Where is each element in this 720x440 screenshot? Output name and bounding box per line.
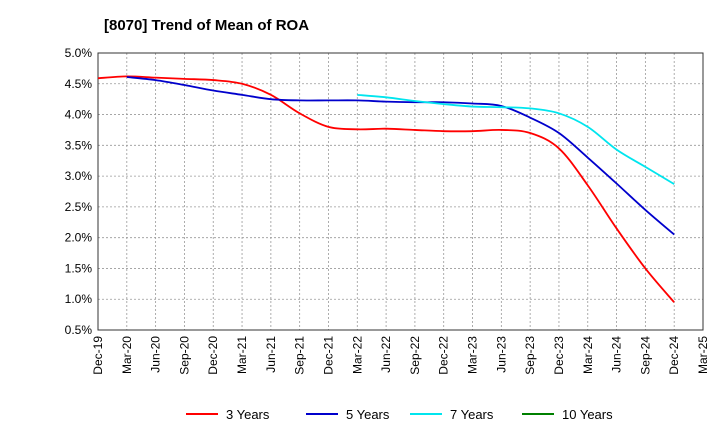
x-tick-label: Mar-22 bbox=[350, 336, 364, 374]
x-tick-label: Dec-23 bbox=[552, 336, 566, 375]
legend-label-5-years: 5 Years bbox=[346, 407, 390, 422]
x-tick-label: Jun-20 bbox=[149, 336, 163, 373]
plot-background bbox=[98, 53, 703, 330]
legend-label-10-years: 10 Years bbox=[562, 407, 613, 422]
x-tick-label: Mar-25 bbox=[696, 336, 710, 374]
y-tick-label: 2.0% bbox=[65, 231, 93, 245]
x-tick-label: Jun-22 bbox=[379, 336, 393, 373]
x-tick-label: Dec-22 bbox=[437, 336, 451, 375]
series-line-5-years bbox=[126, 76, 675, 236]
x-tick-label: Mar-20 bbox=[120, 336, 134, 374]
x-tick-label: Jun-24 bbox=[610, 336, 624, 373]
x-tick-label: Mar-23 bbox=[466, 336, 480, 374]
x-tick-label: Dec-20 bbox=[206, 336, 220, 375]
x-tick-label: Mar-21 bbox=[235, 336, 249, 374]
legend: 3 Years 5 Years 7 Years 10 Years bbox=[186, 407, 613, 422]
legend-label-7-years: 7 Years bbox=[450, 407, 494, 422]
x-tick-label: Sep-23 bbox=[523, 336, 537, 375]
series-line-3-years bbox=[97, 75, 675, 303]
x-tick-label: Dec-21 bbox=[321, 336, 335, 375]
legend-label-3-years: 3 Years bbox=[226, 407, 270, 422]
x-tick-label: Sep-20 bbox=[177, 336, 191, 375]
x-tick-label: Jun-21 bbox=[264, 336, 278, 373]
y-tick-label: 4.5% bbox=[65, 77, 93, 91]
y-tick-label: 3.5% bbox=[65, 138, 93, 152]
x-tick-label: Dec-19 bbox=[91, 336, 105, 375]
x-tick-label: Mar-24 bbox=[581, 336, 595, 374]
y-tick-label: 3.0% bbox=[65, 169, 93, 183]
x-tick-label: Sep-24 bbox=[638, 336, 652, 375]
y-tick-label: 2.5% bbox=[65, 200, 93, 214]
y-tick-label: 1.5% bbox=[65, 261, 93, 275]
x-tick-label: Sep-21 bbox=[293, 336, 307, 375]
y-tick-label: 4.0% bbox=[65, 108, 93, 122]
x-tick-label: Jun-23 bbox=[494, 336, 508, 373]
y-tick-label: 5.0% bbox=[65, 46, 93, 60]
plot-area: 0.5% 1.0% 1.5% 2.0% 2.5% 3.0% 3.5% 4.0% 4.5% 5.0%… bbox=[65, 46, 710, 375]
chart-title: [8070] Trend of Mean of ROA bbox=[104, 17, 309, 34]
series-line-7-years bbox=[357, 93, 675, 185]
y-tick-label: 0.5% bbox=[65, 323, 93, 337]
plot-border bbox=[97, 52, 704, 331]
x-tick-label: Dec-24 bbox=[667, 336, 681, 375]
x-tick-label: Sep-22 bbox=[408, 336, 422, 375]
y-tick-label: 1.0% bbox=[65, 292, 93, 306]
